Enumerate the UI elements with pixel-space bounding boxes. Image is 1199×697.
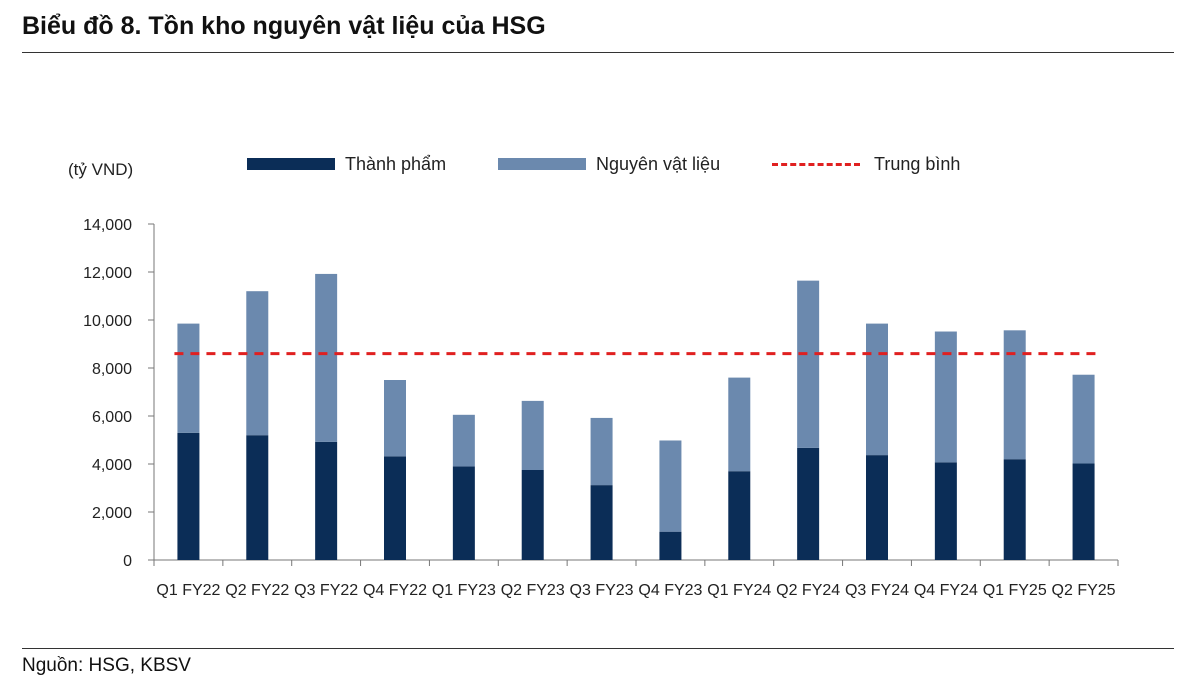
y-tick-label: 12,000 bbox=[83, 265, 132, 282]
x-tick-label: Q4 FY24 bbox=[914, 582, 978, 599]
bar-nguyen-vat-lieu bbox=[177, 323, 200, 433]
bar-nguyen-vat-lieu bbox=[797, 280, 820, 448]
y-tick-label: 6,000 bbox=[92, 409, 132, 426]
bar-nguyen-vat-lieu bbox=[384, 380, 406, 457]
bar-thanh-pham bbox=[934, 462, 957, 560]
bar-nguyen-vat-lieu bbox=[315, 273, 338, 442]
bar-thanh-pham bbox=[1072, 463, 1095, 560]
bar-thanh-pham bbox=[797, 447, 820, 560]
bar-nguyen-vat-lieu bbox=[1003, 330, 1026, 460]
x-tick-label: Q4 FY22 bbox=[363, 582, 427, 599]
legend-label-trung-binh: Trung bình bbox=[874, 153, 961, 174]
y-tick-label: 10,000 bbox=[83, 313, 132, 330]
x-tick-label: Q1 FY23 bbox=[432, 582, 496, 599]
bar-thanh-pham bbox=[590, 485, 613, 560]
y-tick-label: 14,000 bbox=[83, 217, 132, 234]
bar-nguyen-vat-lieu bbox=[1072, 374, 1095, 464]
y-tick-label: 0 bbox=[123, 553, 132, 570]
bar-thanh-pham bbox=[315, 441, 338, 560]
x-tick-label: Q2 FY23 bbox=[501, 582, 565, 599]
source-note: Nguồn: HSG, KBSV bbox=[22, 655, 191, 676]
y-axis-unit-label: (tỷ VND) bbox=[68, 160, 134, 179]
x-tick-label: Q3 FY22 bbox=[294, 582, 358, 599]
legend-swatch-nguyen-vat-lieu bbox=[498, 158, 586, 170]
y-tick-label: 4,000 bbox=[92, 457, 132, 474]
legend-item-trung-binh: Trung bình bbox=[772, 150, 960, 178]
chart-title: Biểu đồ 8. Tồn kho nguyên vật liệu của H… bbox=[22, 12, 546, 40]
bar-thanh-pham bbox=[246, 435, 269, 560]
y-tick-label: 2,000 bbox=[92, 505, 132, 522]
bar-thanh-pham bbox=[452, 466, 475, 560]
bar-thanh-pham bbox=[659, 531, 682, 560]
x-tick-label: Q2 FY25 bbox=[1052, 582, 1116, 599]
bar-thanh-pham bbox=[866, 455, 888, 560]
x-tick-label: Q3 FY23 bbox=[570, 582, 634, 599]
bar-nguyen-vat-lieu bbox=[659, 440, 682, 532]
x-tick-label: Q1 FY22 bbox=[156, 582, 220, 599]
x-tick-label: Q1 FY25 bbox=[983, 582, 1047, 599]
bar-nguyen-vat-lieu bbox=[866, 323, 888, 456]
x-tick-label: Q1 FY24 bbox=[707, 582, 771, 599]
x-tick-label: Q4 FY23 bbox=[638, 582, 702, 599]
x-tick-label: Q2 FY24 bbox=[776, 582, 840, 599]
bar-thanh-pham bbox=[177, 432, 200, 560]
bar-thanh-pham bbox=[521, 470, 544, 560]
legend-label-thanh-pham: Thành phẩm bbox=[345, 153, 447, 174]
x-tick-label: Q3 FY24 bbox=[845, 582, 909, 599]
bar-nguyen-vat-lieu bbox=[590, 417, 613, 486]
legend-swatch-thanh-pham bbox=[247, 158, 335, 170]
bar-nguyen-vat-lieu bbox=[728, 377, 751, 472]
bar-nguyen-vat-lieu bbox=[934, 331, 957, 463]
bar-nguyen-vat-lieu bbox=[246, 291, 269, 436]
legend-label-nguyen-vat-lieu: Nguyên vật liệu bbox=[596, 153, 721, 174]
bar-thanh-pham bbox=[728, 471, 751, 560]
title-divider bbox=[22, 52, 1174, 53]
bar-nguyen-vat-lieu bbox=[521, 400, 544, 470]
bar-nguyen-vat-lieu bbox=[452, 414, 475, 467]
legend-swatch-trung-binh bbox=[772, 162, 860, 166]
bar-thanh-pham bbox=[1003, 459, 1026, 560]
y-tick-label: 8,000 bbox=[92, 361, 132, 378]
legend-item-thanh-pham: Thành phẩm bbox=[247, 150, 446, 178]
bar-thanh-pham bbox=[384, 456, 406, 560]
x-tick-label: Q2 FY22 bbox=[225, 582, 289, 599]
source-divider bbox=[22, 648, 1174, 649]
legend-item-nguyen-vat-lieu: Nguyên vật liệu bbox=[498, 150, 720, 178]
